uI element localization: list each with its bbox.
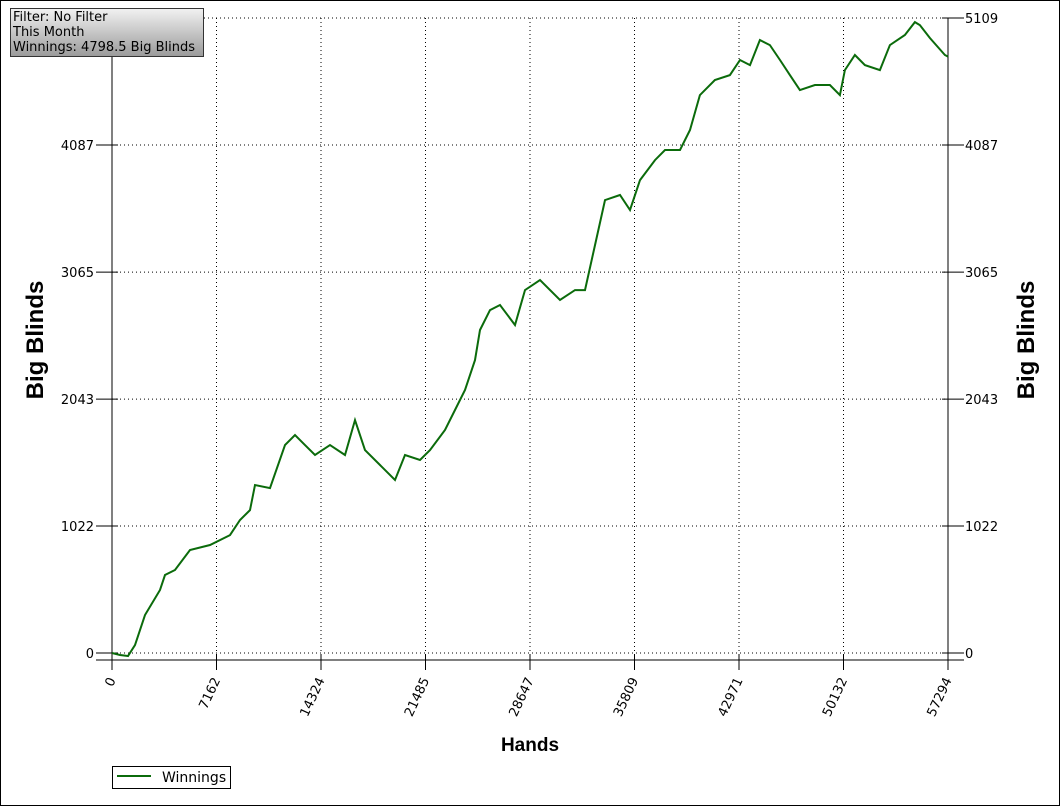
y2-tick-label: 0 bbox=[965, 647, 973, 662]
y-tick-label: 2043 bbox=[61, 393, 94, 408]
y-tick-label: 4087 bbox=[61, 139, 94, 154]
legend-box bbox=[112, 766, 231, 789]
y-tick-label: 3065 bbox=[61, 266, 94, 281]
y2-tick-label: 4087 bbox=[965, 139, 998, 154]
info-box-bg bbox=[10, 8, 204, 57]
legend-label: Winnings bbox=[162, 770, 226, 786]
info-box: Filter: No Filter This Month Winnings: 4… bbox=[10, 8, 204, 57]
y2-axis-title: Big Blinds bbox=[1013, 281, 1040, 400]
winnings-text: Winnings: 4798.5 Big Blinds bbox=[13, 40, 195, 55]
y-tick-label: 0 bbox=[86, 647, 94, 662]
x-axis-title: Hands bbox=[501, 735, 559, 756]
filter-text: Filter: No Filter bbox=[13, 10, 108, 25]
y2-tick-label: 5109 bbox=[965, 12, 998, 27]
y2-tick-label: 3065 bbox=[965, 266, 998, 281]
period-text: This Month bbox=[12, 25, 84, 40]
y2-tick-label: 1022 bbox=[965, 520, 998, 535]
y2-tick-label: 2043 bbox=[965, 393, 998, 408]
series-line bbox=[111, 20, 949, 658]
y-tick-label: 1022 bbox=[61, 520, 94, 535]
y-axis-title: Big Blinds bbox=[22, 281, 49, 400]
